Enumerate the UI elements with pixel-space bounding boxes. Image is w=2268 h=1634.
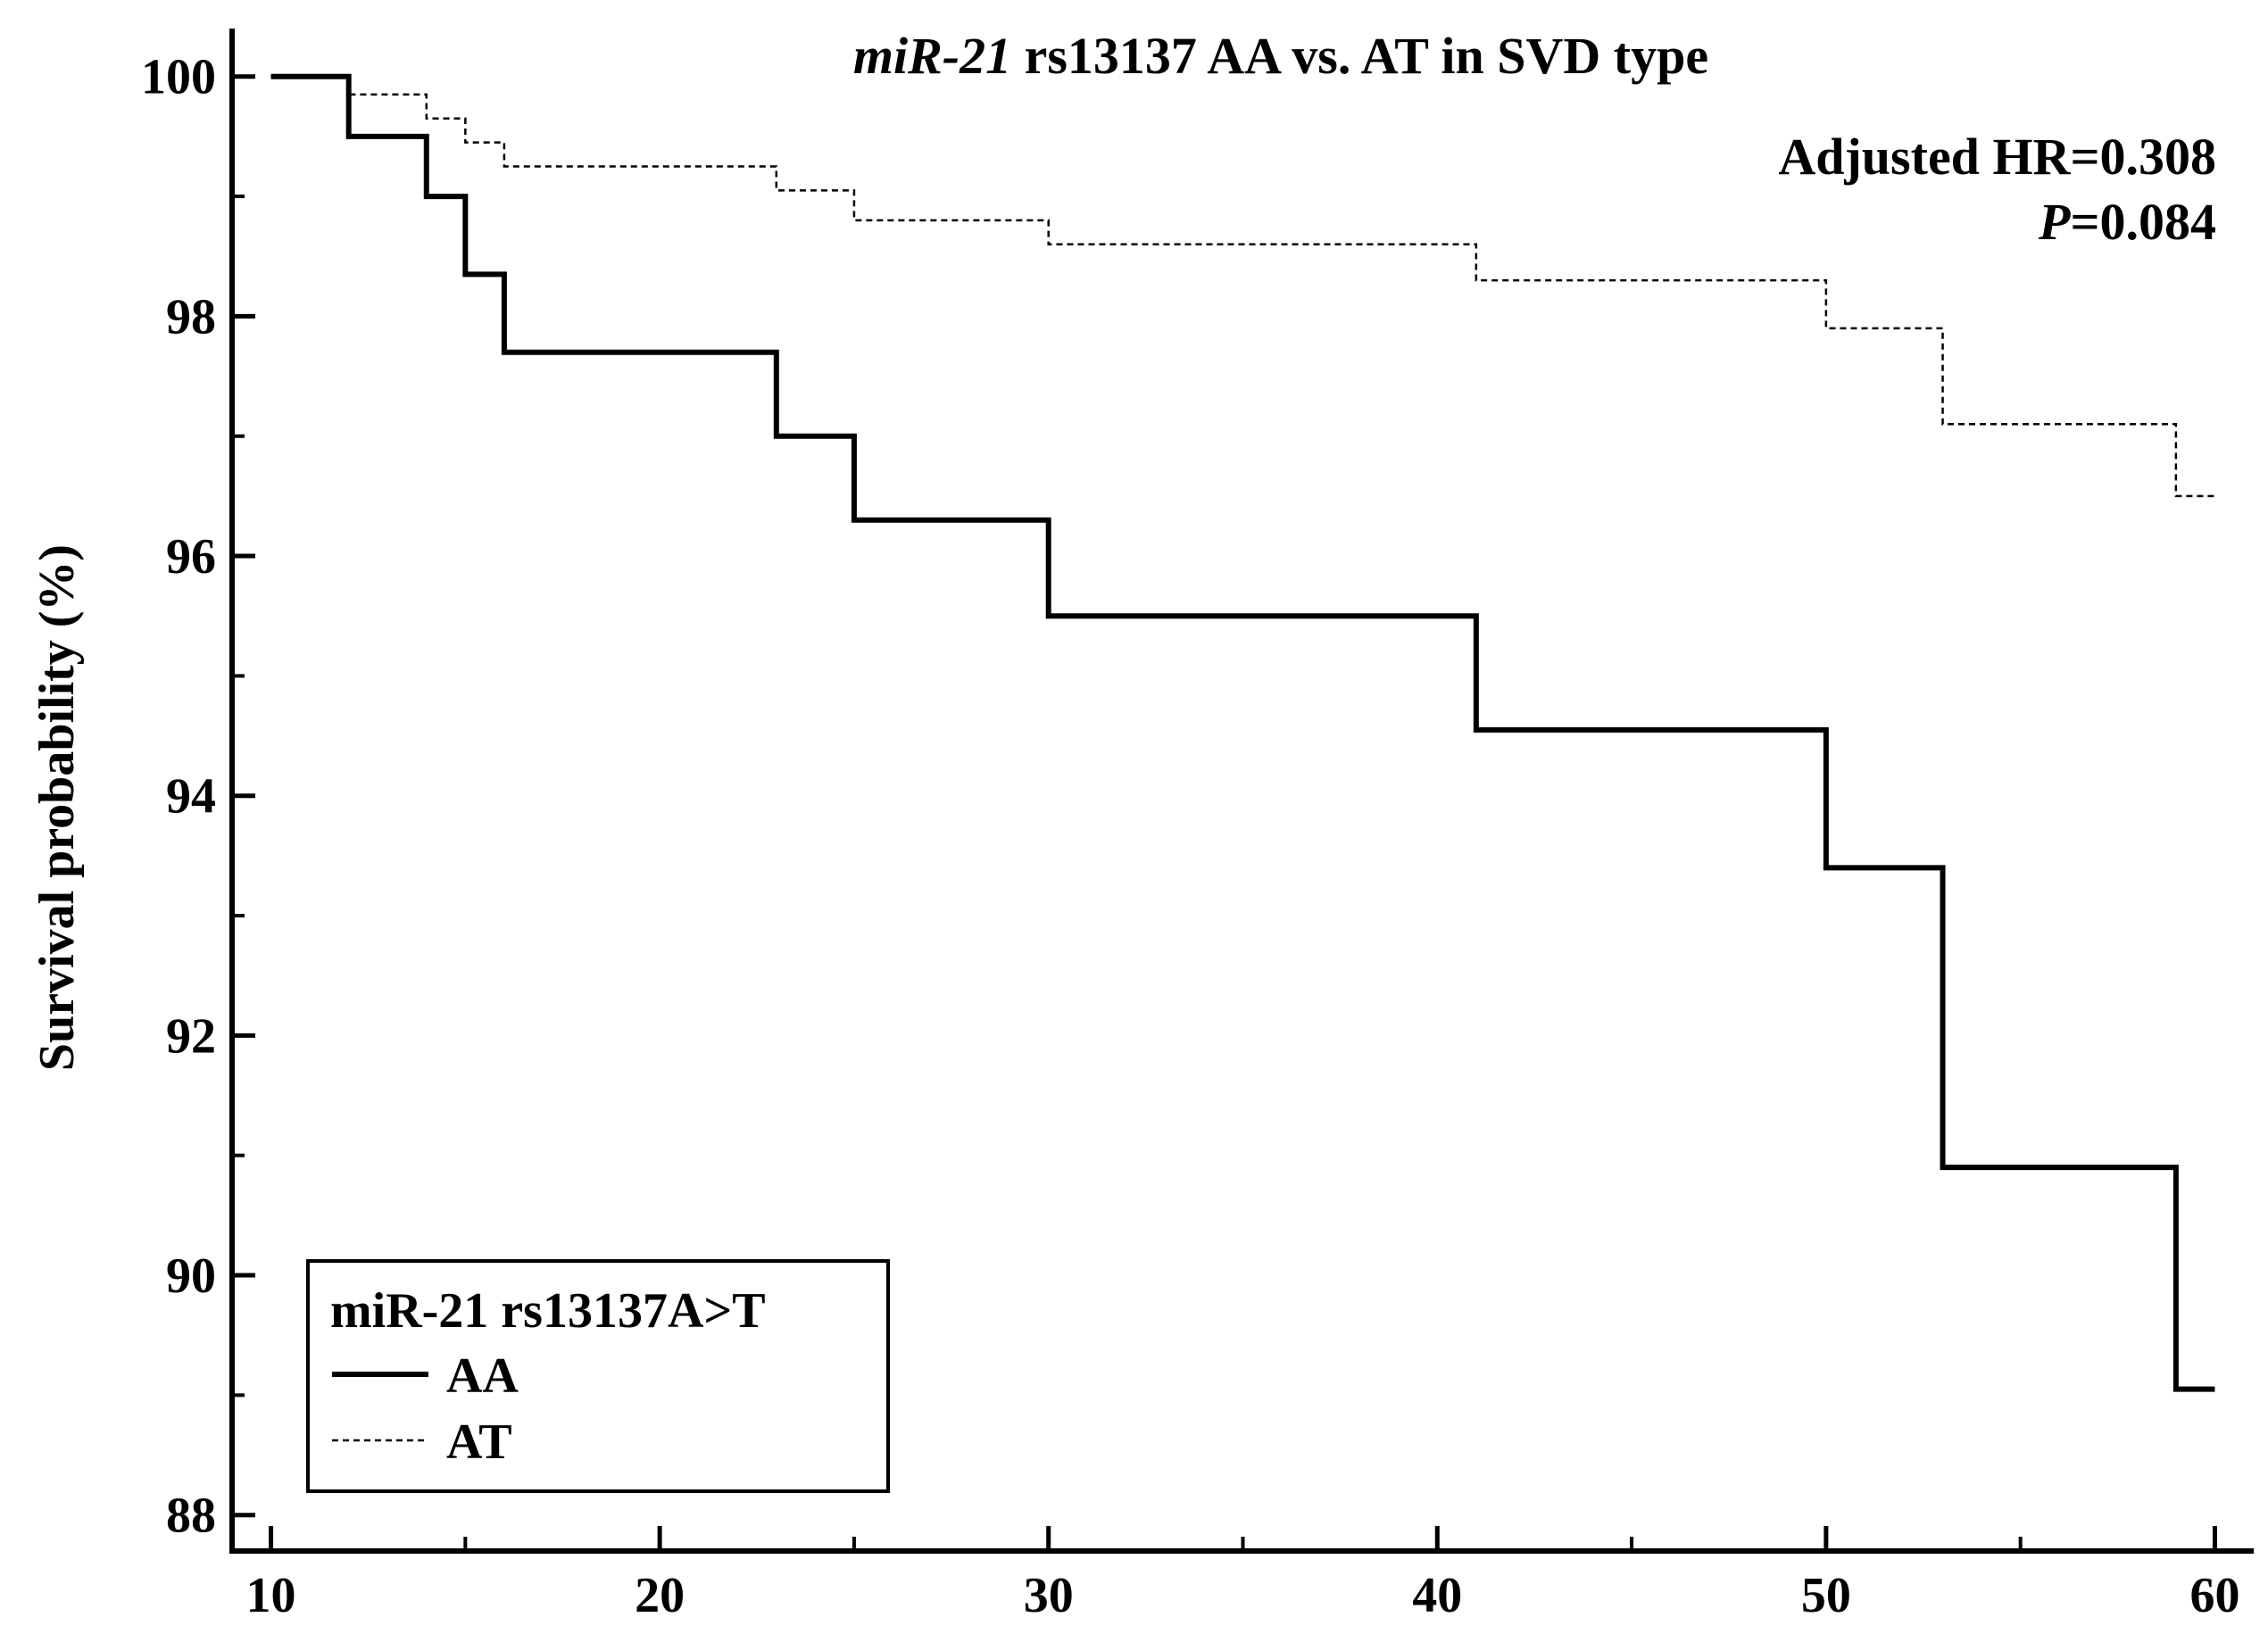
legend: miR-21 rs13137A>T AA AT — [306, 1259, 890, 1493]
chart-title-rest: rs13137 AA vs. AT in SVD type — [1011, 27, 1708, 85]
p-value-annotation: P=0.084 — [2038, 193, 2216, 251]
x-tick-label: 20 — [635, 1568, 685, 1623]
x-tick-label: 40 — [1412, 1568, 1462, 1623]
p-value-number: =0.084 — [2070, 193, 2216, 251]
x-tick-label: 60 — [2189, 1568, 2239, 1623]
p-value-symbol: P — [2038, 193, 2071, 251]
y-tick-label: 98 — [166, 289, 216, 344]
legend-entry-at: AT — [446, 1414, 512, 1470]
x-tick-label: 50 — [1801, 1568, 1851, 1623]
legend-title: miR-21 rs13137A>T — [330, 1283, 766, 1339]
x-ticks: 10 20 30 40 50 60 — [246, 1526, 2239, 1623]
y-tick-label: 90 — [166, 1248, 216, 1304]
y-ticks: 88 90 92 94 96 98 100 — [141, 50, 255, 1544]
legend-entry-aa: AA — [446, 1348, 519, 1404]
x-tick-label: 10 — [246, 1568, 296, 1623]
series-group — [270, 73, 2215, 1392]
hr-annotation: Adjusted HR=0.308 — [1778, 128, 2216, 186]
x-tick-label: 30 — [1024, 1568, 1074, 1623]
y-tick-label: 88 — [166, 1489, 216, 1544]
chart-title: miR-21 rs13137 AA vs. AT in SVD type — [853, 27, 1708, 85]
series-line-at — [270, 75, 2215, 498]
y-axis-label: Survival probability (%) — [29, 544, 85, 1071]
y-tick-label: 94 — [166, 769, 216, 825]
y-tick-label: 96 — [166, 529, 216, 585]
series-line-aa — [270, 73, 2215, 1392]
chart-title-italic: miR-21 — [853, 27, 1011, 85]
y-tick-label: 92 — [166, 1008, 216, 1064]
y-tick-label: 100 — [141, 50, 216, 105]
